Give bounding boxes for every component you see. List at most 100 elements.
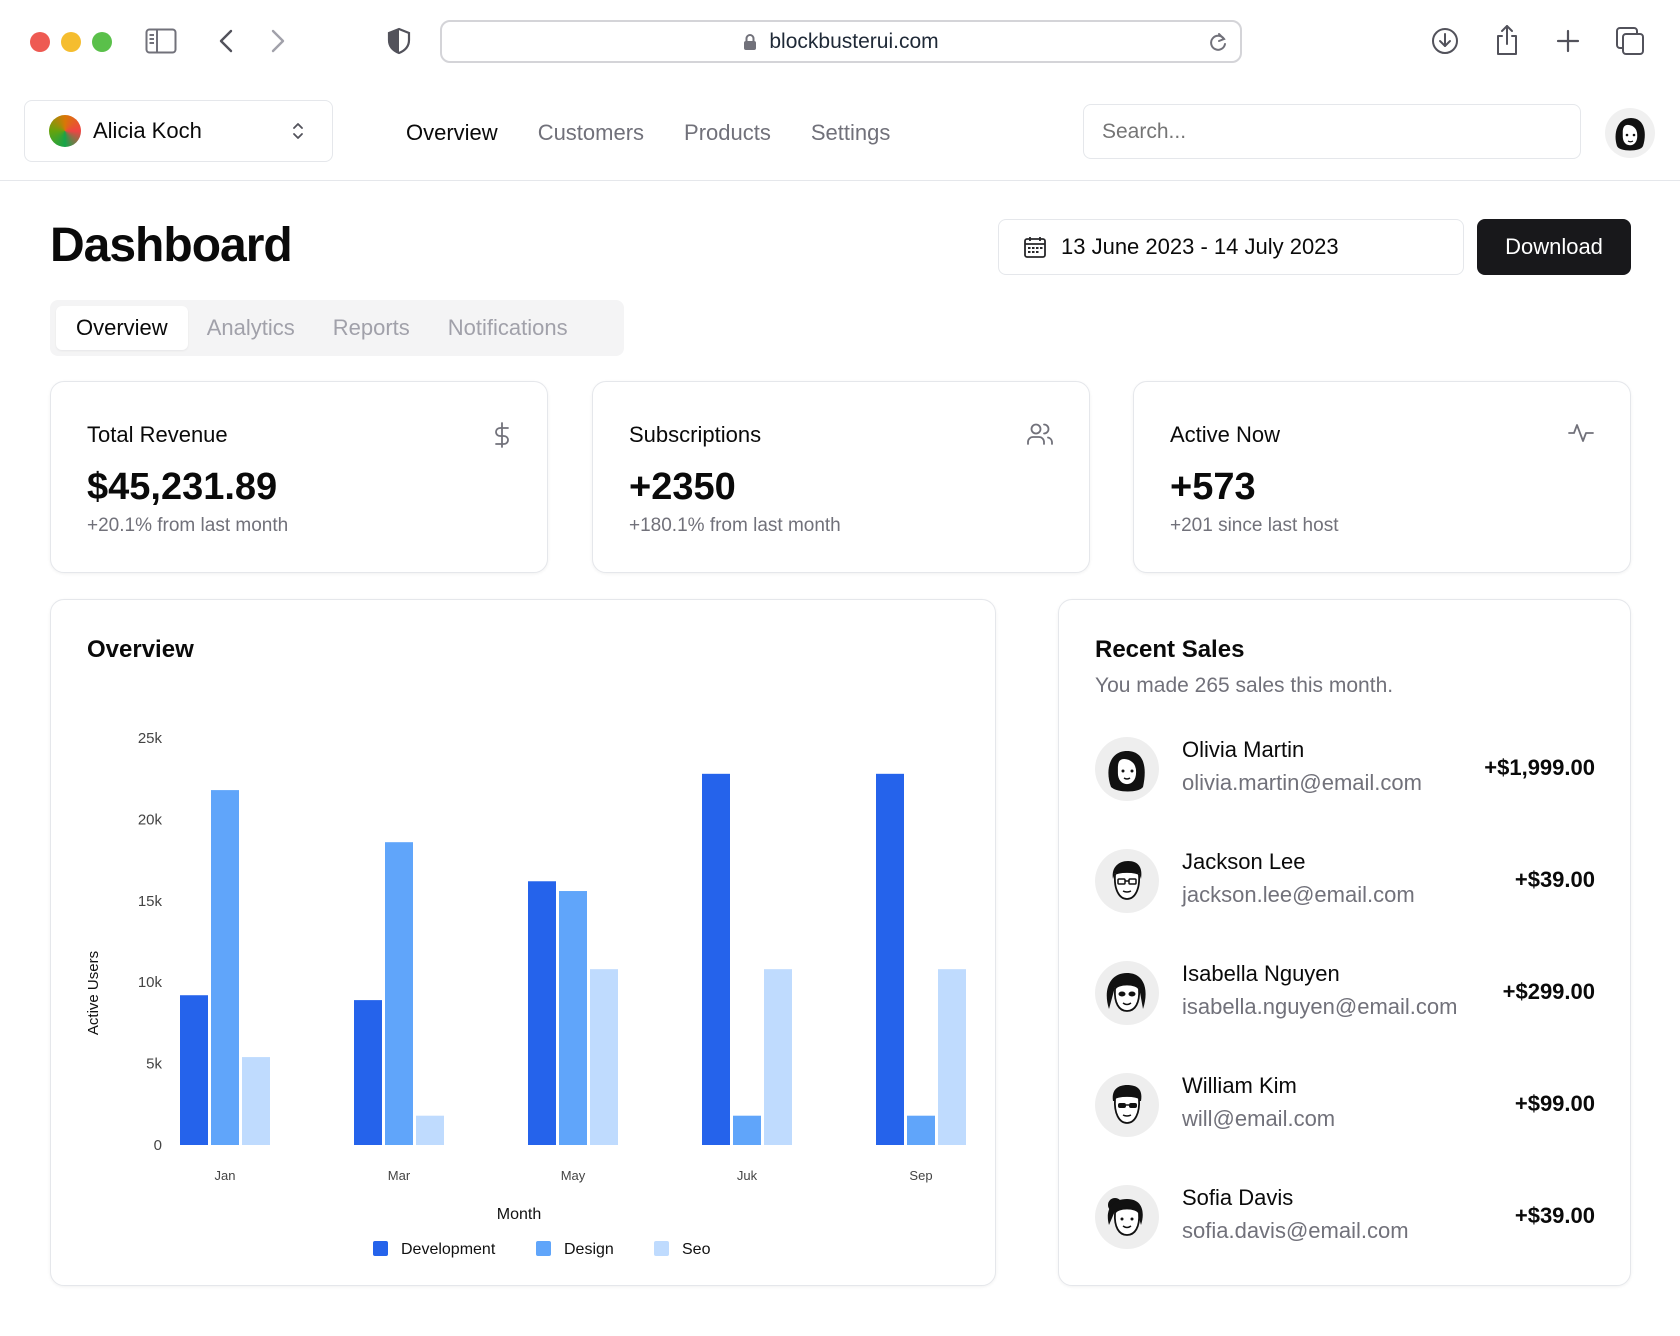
bar-development-mar — [354, 1000, 382, 1145]
tab-overview-icon[interactable] — [1614, 25, 1646, 57]
stat-value: +573 — [1170, 466, 1256, 508]
overview-title: Overview — [87, 636, 194, 663]
date-range-text: 13 June 2023 - 14 July 2023 — [1061, 234, 1339, 259]
tab-reports[interactable]: Reports — [332, 315, 410, 340]
nav-settings[interactable]: Settings — [810, 120, 891, 145]
customer-name: Jackson Lee — [1182, 849, 1306, 874]
team-switcher[interactable]: Alicia Koch — [24, 100, 333, 162]
customer-email: isabella.nguyen@email.com — [1182, 994, 1458, 1019]
url-text: blockbusterui.com — [769, 29, 939, 53]
legend-swatch-seo — [654, 1241, 669, 1256]
user-avatar[interactable] — [1605, 108, 1655, 158]
forward-arrow-icon[interactable] — [268, 26, 288, 56]
search-input[interactable] — [1083, 104, 1581, 159]
back-arrow-icon[interactable] — [216, 26, 236, 56]
sidebar-toggle-icon[interactable] — [144, 26, 178, 56]
y-tick-label: 5k — [146, 1056, 162, 1073]
activity-icon — [1568, 422, 1594, 444]
tab-overview[interactable]: Overview — [56, 306, 188, 350]
customer-email: jackson.lee@email.com — [1182, 882, 1415, 907]
team-avatar — [49, 115, 81, 147]
date-range-picker[interactable]: 13 June 2023 - 14 July 2023 — [998, 219, 1464, 275]
legend-label-development: Development — [401, 1241, 496, 1258]
legend-swatch-design — [536, 1241, 551, 1256]
download-button[interactable]: Download — [1477, 219, 1631, 275]
bar-seo-may — [590, 969, 618, 1145]
new-tab-icon[interactable] — [1553, 26, 1583, 56]
dollar-icon — [493, 422, 511, 448]
bar-seo-jan — [242, 1057, 270, 1145]
x-tick-label: Mar — [388, 1168, 411, 1183]
bar-design-sep — [907, 1115, 935, 1145]
browser-toolbar: blockbusterui.com — [0, 0, 1680, 84]
bar-development-sep — [876, 773, 904, 1145]
nav-customers[interactable]: Customers — [537, 120, 645, 145]
stat-subtext: +20.1% from last month — [87, 515, 289, 536]
bar-development-juk — [702, 773, 730, 1145]
bar-development-jan — [180, 995, 208, 1145]
x-tick-label: Sep — [909, 1168, 932, 1183]
x-axis-label: Month — [497, 1206, 541, 1223]
bar-seo-sep — [938, 969, 966, 1145]
sale-amount: +$39.00 — [1514, 867, 1595, 892]
sale-amount: +$299.00 — [1502, 979, 1595, 1004]
app-header: Alicia Koch Overview Customers Products … — [0, 84, 1680, 181]
sale-row: William Kim will@email.com +$99.00 — [1095, 1073, 1595, 1139]
stat-card-total-revenue: Total Revenue $45,231.89 +20.1% from las… — [50, 381, 548, 573]
customer-avatar — [1095, 849, 1159, 913]
tab-analytics[interactable]: Analytics — [206, 315, 295, 340]
downloads-icon[interactable] — [1430, 26, 1460, 56]
tab-notifications[interactable]: Notifications — [447, 315, 568, 340]
stat-value: $45,231.89 — [87, 466, 278, 508]
overview-card: 0 5k 10k 15k 20k 25k Jan Mar May Juk Sep Active U… — [50, 599, 996, 1286]
nav-overview[interactable]: Overview — [406, 120, 498, 145]
legend-swatch-development — [373, 1241, 388, 1256]
stat-label: Subscriptions — [629, 422, 762, 447]
page-title: Dashboard — [50, 219, 293, 272]
sale-amount: +$99.00 — [1514, 1091, 1595, 1116]
customer-name: Isabella Nguyen — [1182, 961, 1340, 986]
bar-design-may — [559, 891, 587, 1145]
bar-design-mar — [385, 842, 413, 1145]
bar-development-may — [528, 881, 556, 1145]
stat-label: Total Revenue — [87, 422, 228, 447]
maximize-window-button[interactable] — [92, 32, 112, 52]
stat-card-subscriptions: Subscriptions +2350 +180.1% from last mo… — [592, 381, 1090, 573]
legend-label-seo: Seo — [682, 1241, 711, 1258]
customer-email: olivia.martin@email.com — [1182, 770, 1422, 795]
sale-amount: +$39.00 — [1514, 1203, 1595, 1228]
customer-email: will@email.com — [1182, 1106, 1336, 1131]
sale-amount: +$1,999.00 — [1484, 755, 1595, 780]
customer-name: Olivia Martin — [1182, 737, 1305, 762]
users-icon — [1027, 422, 1053, 446]
x-tick-label: May — [561, 1168, 586, 1183]
customer-avatar — [1095, 961, 1159, 1025]
stat-card-active-now: Active Now +573 +201 since last host — [1133, 381, 1631, 573]
close-window-button[interactable] — [30, 32, 50, 52]
customer-name: William Kim — [1182, 1073, 1297, 1098]
privacy-shield-icon[interactable] — [386, 26, 412, 56]
chevron-up-down-icon — [292, 121, 304, 141]
bar-seo-juk — [764, 969, 792, 1145]
sale-row: Isabella Nguyen isabella.nguyen@email.co… — [1095, 961, 1595, 1027]
main-nav: Overview Customers Products Settings — [406, 120, 890, 146]
recent-sales-subtitle: You made 265 sales this month. — [1095, 674, 1394, 697]
stat-subtext: +180.1% from last month — [629, 515, 841, 536]
reload-icon[interactable] — [1208, 31, 1228, 53]
recent-sales-title: Recent Sales — [1095, 636, 1245, 663]
customer-name: Sofia Davis — [1182, 1185, 1294, 1210]
dashboard-tabs: Overview Analytics Reports Notifications — [50, 300, 624, 356]
stat-label: Active Now — [1170, 422, 1281, 447]
x-tick-label: Jan — [215, 1168, 236, 1183]
customer-avatar — [1095, 1185, 1159, 1249]
y-tick-label: 20k — [138, 811, 163, 828]
nav-products[interactable]: Products — [684, 120, 771, 145]
y-axis-label: Active Users — [85, 951, 102, 1035]
stat-subtext: +201 since last host — [1170, 515, 1339, 536]
recent-sales-card: Recent Sales You made 265 sales this mon… — [1058, 599, 1631, 1286]
minimize-window-button[interactable] — [61, 32, 81, 52]
y-tick-label: 10k — [138, 974, 163, 991]
share-icon[interactable] — [1492, 24, 1522, 56]
bar-seo-mar — [416, 1115, 444, 1145]
address-bar[interactable]: blockbusterui.com — [440, 20, 1242, 63]
